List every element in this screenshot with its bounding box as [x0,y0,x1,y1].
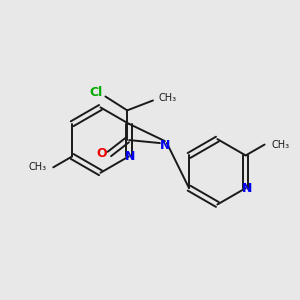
Text: N: N [160,139,170,152]
Text: N: N [124,150,135,163]
Text: CH₃: CH₃ [159,94,177,103]
Text: N: N [242,182,252,195]
Text: Cl: Cl [89,86,102,99]
Text: O: O [96,148,107,160]
Text: CH₃: CH₃ [28,162,46,172]
Text: CH₃: CH₃ [272,140,290,150]
